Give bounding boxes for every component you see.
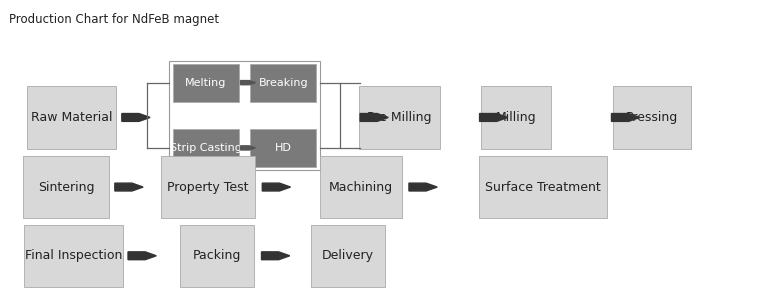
Polygon shape — [122, 113, 150, 122]
Text: Packing: Packing — [193, 249, 241, 262]
FancyBboxPatch shape — [26, 86, 116, 148]
FancyBboxPatch shape — [181, 224, 255, 287]
FancyBboxPatch shape — [172, 64, 239, 102]
Text: Melting: Melting — [185, 78, 227, 88]
Text: HD: HD — [275, 143, 292, 153]
Text: Production Chart for NdFeB magnet: Production Chart for NdFeB magnet — [9, 13, 220, 26]
Text: Milling: Milling — [496, 111, 536, 124]
Text: Pre Milling: Pre Milling — [367, 111, 432, 124]
Polygon shape — [241, 146, 255, 150]
FancyBboxPatch shape — [479, 156, 607, 218]
Polygon shape — [409, 183, 437, 191]
Text: Property Test: Property Test — [167, 181, 249, 193]
FancyBboxPatch shape — [250, 64, 317, 102]
Text: Final Inspection: Final Inspection — [25, 249, 123, 262]
FancyBboxPatch shape — [161, 156, 255, 218]
Polygon shape — [128, 252, 156, 260]
FancyBboxPatch shape — [310, 224, 385, 287]
FancyBboxPatch shape — [613, 86, 691, 148]
Polygon shape — [262, 252, 289, 260]
Text: Raw Material: Raw Material — [30, 111, 113, 124]
FancyBboxPatch shape — [320, 156, 402, 218]
Text: Machining: Machining — [329, 181, 393, 193]
Text: Delivery: Delivery — [321, 249, 374, 262]
Text: Strip Casting: Strip Casting — [170, 143, 241, 153]
Polygon shape — [115, 183, 143, 191]
Text: Surface Treatment: Surface Treatment — [485, 181, 601, 193]
FancyBboxPatch shape — [169, 61, 320, 170]
Polygon shape — [262, 183, 290, 191]
FancyBboxPatch shape — [359, 86, 441, 148]
FancyBboxPatch shape — [172, 129, 239, 167]
Polygon shape — [480, 113, 508, 122]
FancyBboxPatch shape — [481, 86, 551, 148]
Text: Pressing: Pressing — [625, 111, 678, 124]
Polygon shape — [611, 113, 639, 122]
Polygon shape — [241, 81, 255, 85]
Text: Sintering: Sintering — [38, 181, 94, 193]
FancyBboxPatch shape — [23, 156, 109, 218]
Text: Breaking: Breaking — [258, 78, 308, 88]
FancyBboxPatch shape — [250, 129, 317, 167]
FancyBboxPatch shape — [24, 224, 123, 287]
Polygon shape — [360, 113, 388, 122]
